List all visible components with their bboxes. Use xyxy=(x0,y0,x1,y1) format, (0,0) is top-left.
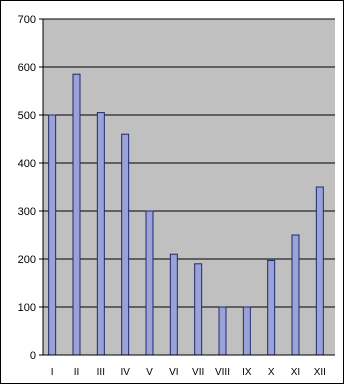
y-tick-label: 600 xyxy=(18,62,36,74)
y-tick-label: 200 xyxy=(18,254,36,266)
bar-IV xyxy=(121,133,130,356)
x-tick-label: VIII xyxy=(215,367,230,378)
bar-VII xyxy=(194,263,203,356)
y-tick-label: 100 xyxy=(18,302,36,314)
bar-II xyxy=(72,73,81,356)
axes xyxy=(42,19,335,356)
y-tick-labels: 0 100 200 300 400 500 600 700 xyxy=(18,14,43,362)
bar-V xyxy=(145,210,154,356)
x-tick-label: X xyxy=(268,367,275,378)
x-tick-label: I xyxy=(51,367,54,378)
bar-X xyxy=(267,259,276,356)
x-tick-labels: I II III IV V VI VII VIII IX X XI XII xyxy=(51,367,326,378)
y-tick-label: 400 xyxy=(18,158,36,170)
gridlines xyxy=(43,18,335,308)
x-tick-label: III xyxy=(97,367,105,378)
bar-I xyxy=(48,114,57,356)
bar-XII xyxy=(315,186,324,356)
plot-area xyxy=(43,19,335,355)
bar-XI xyxy=(291,234,300,356)
y-tick-label: 500 xyxy=(18,110,36,122)
x-tick-label: XII xyxy=(314,367,326,378)
x-tick-label: VI xyxy=(169,367,178,378)
y-tick-label: 300 xyxy=(18,206,36,218)
x-tick-label: VII xyxy=(192,367,204,378)
bar-IX xyxy=(242,306,251,356)
bar-III xyxy=(96,112,105,356)
x-tick-label: XI xyxy=(291,367,300,378)
x-tick-label: II xyxy=(74,367,80,378)
y-tick-label: 0 xyxy=(30,350,36,362)
x-tick-label: IX xyxy=(242,367,252,378)
bar-VI xyxy=(169,253,178,356)
bar-VIII xyxy=(218,306,227,356)
y-tick-label: 700 xyxy=(18,14,36,26)
x-tick-label: IV xyxy=(120,367,130,378)
x-tick-label: V xyxy=(146,367,153,378)
